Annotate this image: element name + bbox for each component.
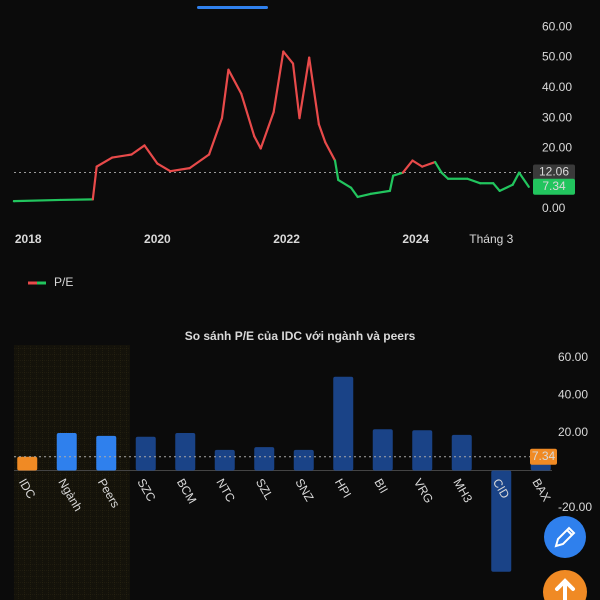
- y-tick-label: 40.00: [558, 388, 588, 402]
- reference-label-box: [533, 164, 575, 181]
- y-tick-label: 20.00: [542, 141, 572, 155]
- line-segment: [517, 171, 530, 188]
- line-segment: [111, 153, 133, 159]
- line-segment: [207, 117, 224, 156]
- line-segment: [259, 110, 275, 150]
- bar: [293, 449, 314, 471]
- edit-icon: [554, 526, 576, 548]
- line-segment: [59, 198, 94, 202]
- line-segment: [466, 177, 482, 185]
- line-segment: [434, 160, 443, 174]
- x-tick-label: VRG: [411, 476, 436, 506]
- bar: [412, 430, 433, 471]
- arrow-up-icon: [555, 578, 575, 600]
- x-tick-label: 2020: [144, 232, 171, 246]
- line-segment: [337, 178, 353, 189]
- reference-label: 7.34: [532, 449, 556, 463]
- y-tick-label: 30.00: [542, 110, 572, 124]
- bar: [175, 433, 196, 471]
- x-tick-label: 2024: [402, 232, 429, 246]
- edit-button[interactable]: [544, 516, 586, 558]
- line-segment: [421, 160, 437, 168]
- line-segment: [298, 56, 311, 120]
- bar: [254, 447, 275, 471]
- x-tick-label: NTC: [213, 476, 238, 505]
- line-segment: [492, 182, 501, 192]
- line-segment: [401, 159, 414, 174]
- x-tick-label: MH3: [450, 476, 475, 505]
- line-segment: [411, 159, 424, 168]
- reference-label: 12.06: [539, 165, 569, 179]
- y-tick-label: 50.00: [542, 50, 572, 64]
- y-tick-label: -20.00: [558, 500, 592, 514]
- y-tick-label: 0.00: [542, 201, 566, 215]
- y-tick-label: 20.00: [558, 425, 588, 439]
- x-tick-label: BII: [371, 476, 390, 496]
- line-segment: [350, 186, 359, 199]
- line-segment: [253, 135, 262, 150]
- x-tick-label: SZC: [134, 476, 158, 504]
- reference-label-box: [530, 448, 557, 465]
- line-segment: [291, 62, 301, 120]
- line-segment: [91, 165, 98, 201]
- line-segment: [220, 68, 230, 120]
- line-segment: [227, 68, 243, 96]
- bar: [96, 435, 117, 471]
- active-tab-indicator: [197, 6, 268, 9]
- line-segment: [12, 198, 62, 203]
- line-segment: [388, 174, 395, 192]
- line-segment: [240, 92, 256, 138]
- line-segment: [317, 123, 327, 144]
- floating-buttons: [543, 516, 587, 600]
- line-segment: [282, 50, 295, 65]
- bar: [333, 376, 354, 471]
- line-segment: [188, 153, 211, 170]
- y-tick-label: 40.00: [542, 80, 572, 94]
- highlight-region: [14, 345, 130, 600]
- y-tick-label: 60.00: [542, 19, 572, 33]
- x-tick-label: Tháng 3: [469, 232, 513, 246]
- bar: [56, 433, 77, 471]
- x-tick-label: 2018: [15, 232, 42, 246]
- legend-label: P/E: [54, 275, 73, 289]
- line-segment: [308, 56, 320, 126]
- line-segment: [143, 144, 159, 165]
- bar: [372, 429, 393, 471]
- line-segment: [130, 144, 146, 156]
- x-tick-label: SZL: [253, 476, 276, 502]
- x-tick-label: BAX: [529, 476, 553, 504]
- y-tick-label: 60.00: [558, 350, 588, 364]
- x-tick-label: SNZ: [292, 476, 316, 504]
- line-segment: [440, 171, 450, 180]
- bar: [214, 449, 235, 471]
- line-segment: [95, 156, 114, 168]
- x-tick-label: BCM: [174, 476, 199, 506]
- line-segment: [333, 159, 340, 182]
- bar: [451, 434, 472, 471]
- bar: [135, 436, 156, 471]
- line-segment: [392, 171, 404, 177]
- line-segment: [156, 162, 172, 173]
- line-segment: [498, 183, 514, 192]
- line-segment: [511, 171, 521, 186]
- bar: [17, 456, 38, 471]
- line-segment: [369, 189, 392, 195]
- last-value-label: 7.34: [542, 179, 566, 193]
- x-tick-label: HPI: [332, 476, 354, 500]
- line-segment: [356, 192, 372, 199]
- last-value-box: [533, 178, 575, 195]
- x-tick-label: 2022: [273, 232, 300, 246]
- line-segment: [324, 141, 337, 162]
- chart-title: So sánh P/E của IDC với ngành và peers: [185, 329, 416, 343]
- line-segment: [272, 50, 285, 114]
- bar: [491, 470, 512, 572]
- line-segment: [169, 167, 191, 173]
